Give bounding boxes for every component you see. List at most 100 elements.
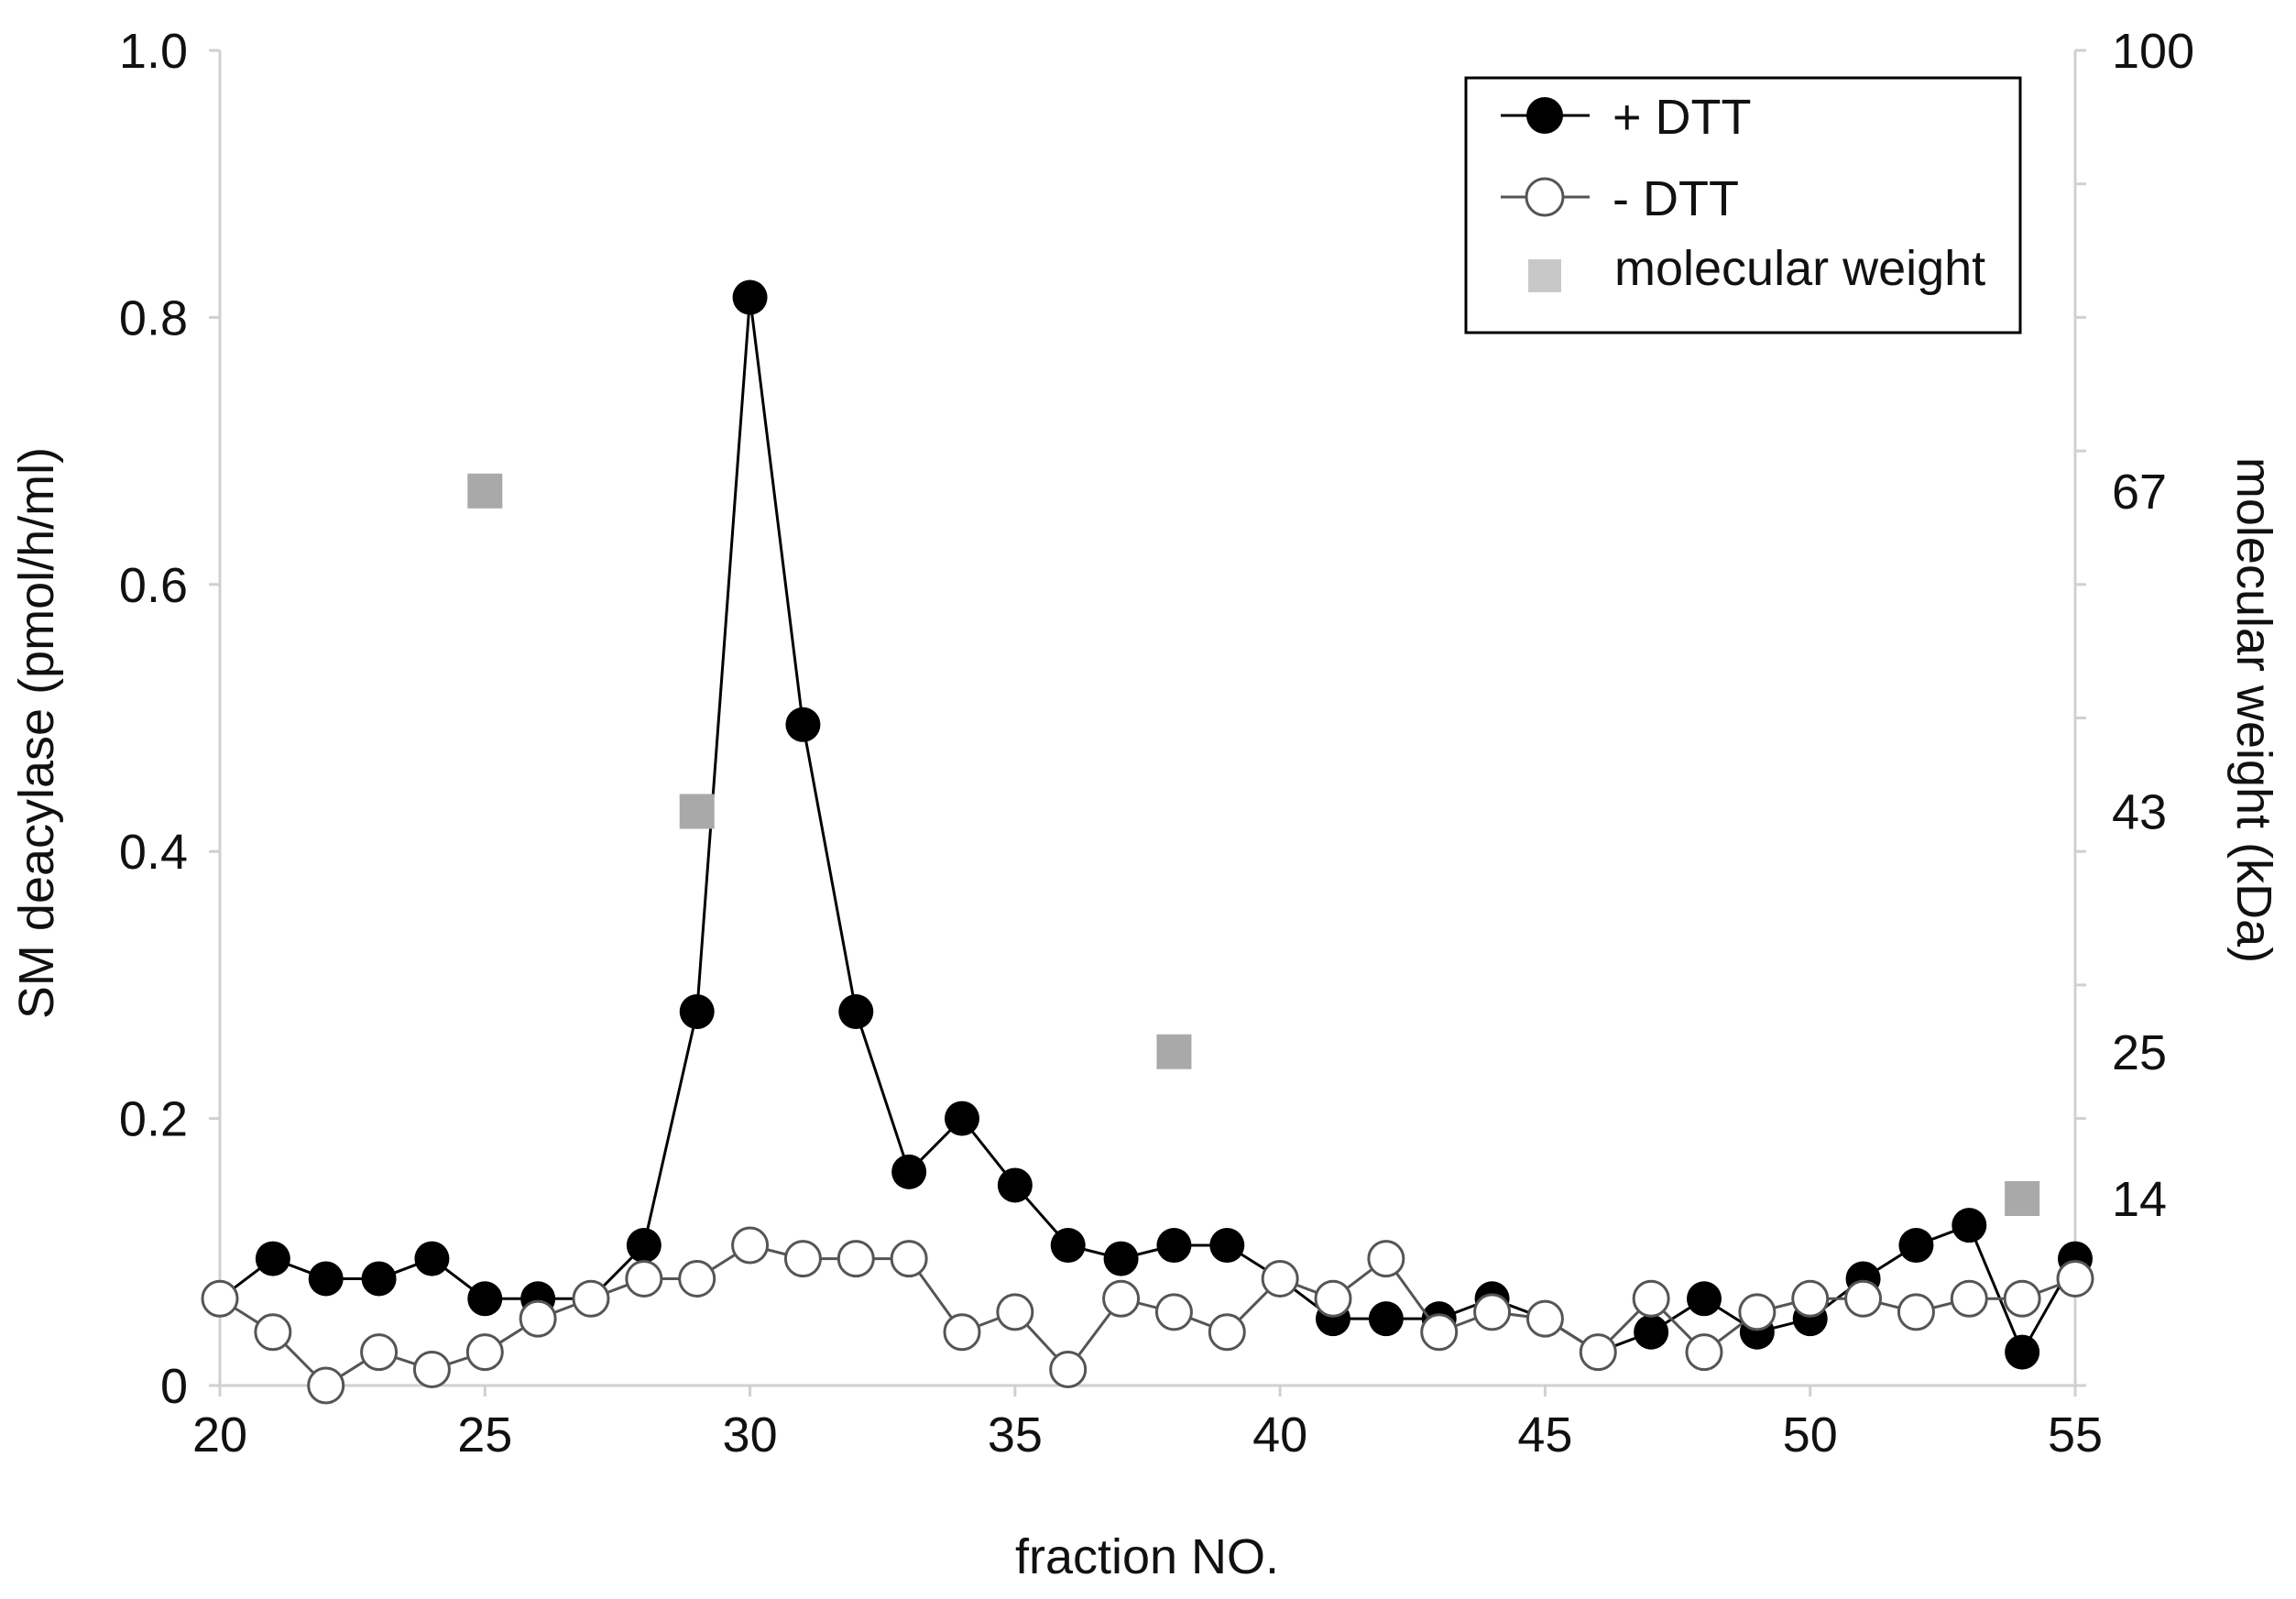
data-point-dtt [1154,1293,1193,1331]
data-point-dtt [412,1351,451,1389]
data-point-dtt [1156,1228,1192,1264]
y2-tick-label: 14 [2112,1172,2167,1227]
x-tick-label: 20 [192,1407,247,1462]
data-point-dtt [572,1279,610,1318]
y-tick-label: 0.2 [119,1092,188,1147]
data-point-dtt [1368,1301,1404,1337]
y2-tick-label: 67 [2112,465,2167,520]
y2-tick-label: 100 [2112,24,2194,79]
data-point-dtt [1685,1333,1723,1372]
data-point-molecular-weight [2005,1181,2040,1217]
data-point-dtt [1897,1293,1935,1331]
data-point-dtt [1314,1279,1352,1318]
data-point-dtt [519,1299,557,1338]
x-tick-label: 35 [988,1407,1043,1462]
x-axis-title: fraction NO. [1015,1529,1279,1584]
y2-axis-title: molecular weight (kDa) [2226,457,2281,963]
data-point-dtt [626,1228,661,1264]
y2-tick-label: 25 [2112,1025,2167,1080]
data-point-dtt [1687,1281,1722,1317]
data-point-dtt [785,706,821,742]
data-point-dtt [625,1259,663,1298]
y-tick-label: 1.0 [119,24,188,79]
data-point-dtt [838,994,874,1030]
data-point-dtt [465,1333,504,1372]
legend-marker-minus-dtt [1525,177,1565,217]
y-tick-label: 0.6 [119,558,188,613]
data-point-dtt [307,1366,345,1405]
data-point-dtt [254,1313,292,1352]
data-point-dtt [1367,1240,1405,1278]
series-dtt [201,1226,2094,1405]
data-point-dtt [2005,1334,2040,1370]
data-point-dtt [783,1240,822,1278]
data-point-dtt [1525,1299,1564,1338]
axes-layer: 20 25 30 35 40 45 50 55 0 0.2 0.4 0.6 0.8 1.0 14 25 43 67… [119,24,2194,1462]
x-tick-label: 50 [1783,1407,1838,1462]
data-point-molecular-weight [679,794,715,829]
data-point-dtt [1950,1279,1988,1318]
data-point-dtt [467,1281,503,1317]
data-point-dtt [1952,1208,1987,1243]
data-point-dtt [997,1167,1033,1203]
data-point-dtt [1049,1351,1088,1389]
series-dtt [202,279,2093,1370]
series-molecular-weight [467,473,2040,1217]
data-point-dtt [360,1333,399,1372]
legend-marker-molecular-weight [1528,259,1561,292]
data-point-dtt [732,279,768,315]
data-point-dtt [2056,1259,2094,1298]
y-tick-label: 0.4 [119,825,188,880]
data-point-dtt [1208,1313,1246,1352]
data-point-dtt [836,1240,875,1278]
data-point-dtt [1579,1333,1617,1372]
legend: + DTT - DTT molecular weight [1464,76,2022,334]
data-point-dtt [1632,1279,1670,1318]
y-tick-label: 0 [160,1359,188,1414]
data-point-dtt [1103,1241,1139,1276]
data-point-dtt [201,1279,239,1318]
x-tick-label: 40 [1252,1407,1307,1462]
data-point-dtt [679,994,715,1030]
data-point-dtt [361,1261,397,1297]
data-point-dtt [1420,1313,1459,1352]
legend-label-molecular-weight: molecular weight [1614,241,1985,296]
x-tick-label: 55 [2048,1407,2103,1462]
data-point-dtt [1261,1259,1299,1298]
data-point-dtt [1898,1228,1934,1264]
data-point-dtt [1102,1279,1141,1318]
series-layer [201,279,2094,1405]
data-point-dtt [996,1293,1034,1331]
y-axis-title: SM deacylase (pmol/h/ml) [9,447,64,1019]
data-point-dtt [308,1261,344,1297]
data-point-dtt [1791,1279,1830,1318]
x-tick-label: 25 [457,1407,512,1462]
data-point-dtt [731,1226,770,1265]
data-point-dtt [1634,1314,1669,1350]
data-point-dtt [1473,1293,1512,1331]
data-point-dtt [1050,1228,1086,1264]
data-point-dtt [890,1240,928,1278]
data-point-dtt [943,1313,981,1352]
x-tick-label: 45 [1517,1407,1572,1462]
data-point-dtt [891,1154,927,1189]
data-point-molecular-weight [1156,1034,1192,1069]
data-point-dtt [1209,1228,1245,1264]
data-point-dtt [945,1101,979,1136]
y-tick-label: 0.8 [119,290,188,345]
legend-label-plus-dtt: + DTT [1613,90,1752,145]
data-point-dtt [678,1259,716,1298]
data-point-dtt [255,1241,290,1276]
legend-label-minus-dtt: - DTT [1613,171,1739,226]
data-point-dtt [1738,1293,1777,1331]
data-point-molecular-weight [467,473,503,509]
x-tick-label: 30 [723,1407,778,1462]
legend-marker-plus-dtt [1526,97,1563,134]
data-point-dtt [414,1241,450,1276]
data-point-dtt [1844,1279,1883,1318]
y2-tick-label: 43 [2112,784,2167,839]
data-point-dtt [2003,1279,2041,1318]
series-line-dtt [219,297,2077,1355]
